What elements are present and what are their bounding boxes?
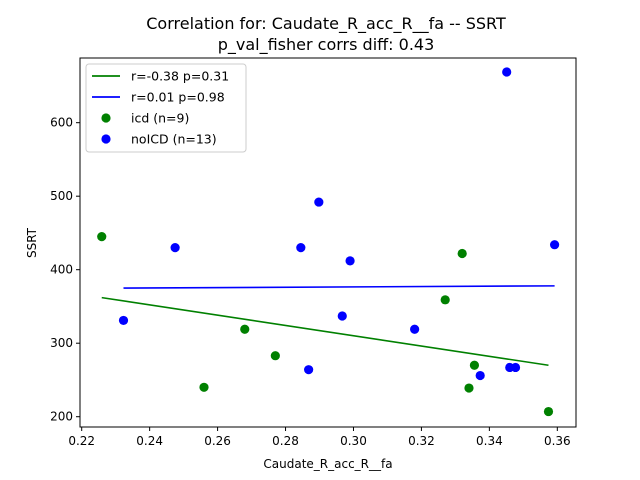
- plot-marks: [97, 67, 560, 417]
- x-axis-ticks: 0.22 0.24 0.26 0.28 0.30 0.32 0.34 0.36: [68, 427, 571, 448]
- legend-label: r=0.01 p=0.98: [131, 90, 225, 105]
- y-tick-label: 600: [50, 116, 73, 130]
- legend-label: icd (n=9): [131, 111, 189, 126]
- x-tick-label: 0.36: [544, 434, 571, 448]
- data-point: [502, 67, 512, 77]
- x-tick-label: 0.26: [204, 434, 231, 448]
- x-tick-label: 0.28: [272, 434, 299, 448]
- x-tick-label: 0.24: [136, 434, 163, 448]
- data-point: [510, 362, 521, 373]
- x-tick-label: 0.22: [68, 434, 95, 448]
- x-tick-label: 0.34: [476, 434, 503, 448]
- data-point: [464, 383, 474, 393]
- regression-line: [123, 285, 555, 289]
- x-tick-label: 0.32: [408, 434, 435, 448]
- data-point: [457, 248, 467, 259]
- x-axis-label: Caudate_R_acc_R__fa: [263, 457, 392, 471]
- legend-label: r=-0.38 p=0.31: [131, 69, 229, 84]
- data-point: [345, 256, 355, 266]
- y-tick-label: 300: [50, 336, 73, 350]
- data-point: [170, 243, 180, 253]
- data-point: [549, 240, 560, 250]
- y-tick-label: 500: [50, 189, 73, 203]
- x-tick-label: 0.30: [340, 434, 367, 448]
- data-point: [296, 243, 306, 253]
- data-point: [469, 360, 480, 370]
- data-point: [337, 311, 347, 321]
- data-point: [475, 370, 485, 381]
- data-point: [270, 351, 280, 361]
- data-point: [118, 315, 129, 326]
- plot-frame: [79, 57, 577, 428]
- y-tick-label: 400: [50, 263, 73, 277]
- legend: r=-0.38 p=0.31 r=0.01 p=0.98 icd (n=9) noIC…: [85, 63, 247, 153]
- legend-dot-swatch: [101, 113, 111, 123]
- y-axis-ticks: 200 300 400 500 600: [50, 116, 80, 424]
- chart-title: Correlation for: Caudate_R_acc_R__fa -- …: [146, 14, 506, 34]
- regression-line: [101, 296, 549, 367]
- data-point: [314, 197, 324, 207]
- y-tick-label: 200: [50, 410, 73, 424]
- chart-subtitle: p_val_fisher corrs diff: 0.43: [218, 35, 435, 55]
- y-axis-label: SSRT: [25, 227, 39, 258]
- data-point: [440, 295, 450, 305]
- data-point: [410, 324, 420, 334]
- legend-box: [85, 63, 247, 153]
- data-point: [240, 324, 250, 334]
- data-point: [97, 232, 107, 242]
- legend-label: noICD (n=13): [131, 132, 217, 147]
- data-point: [543, 406, 554, 417]
- data-point: [304, 365, 314, 375]
- data-point: [199, 382, 209, 392]
- legend-dot-swatch: [101, 134, 111, 144]
